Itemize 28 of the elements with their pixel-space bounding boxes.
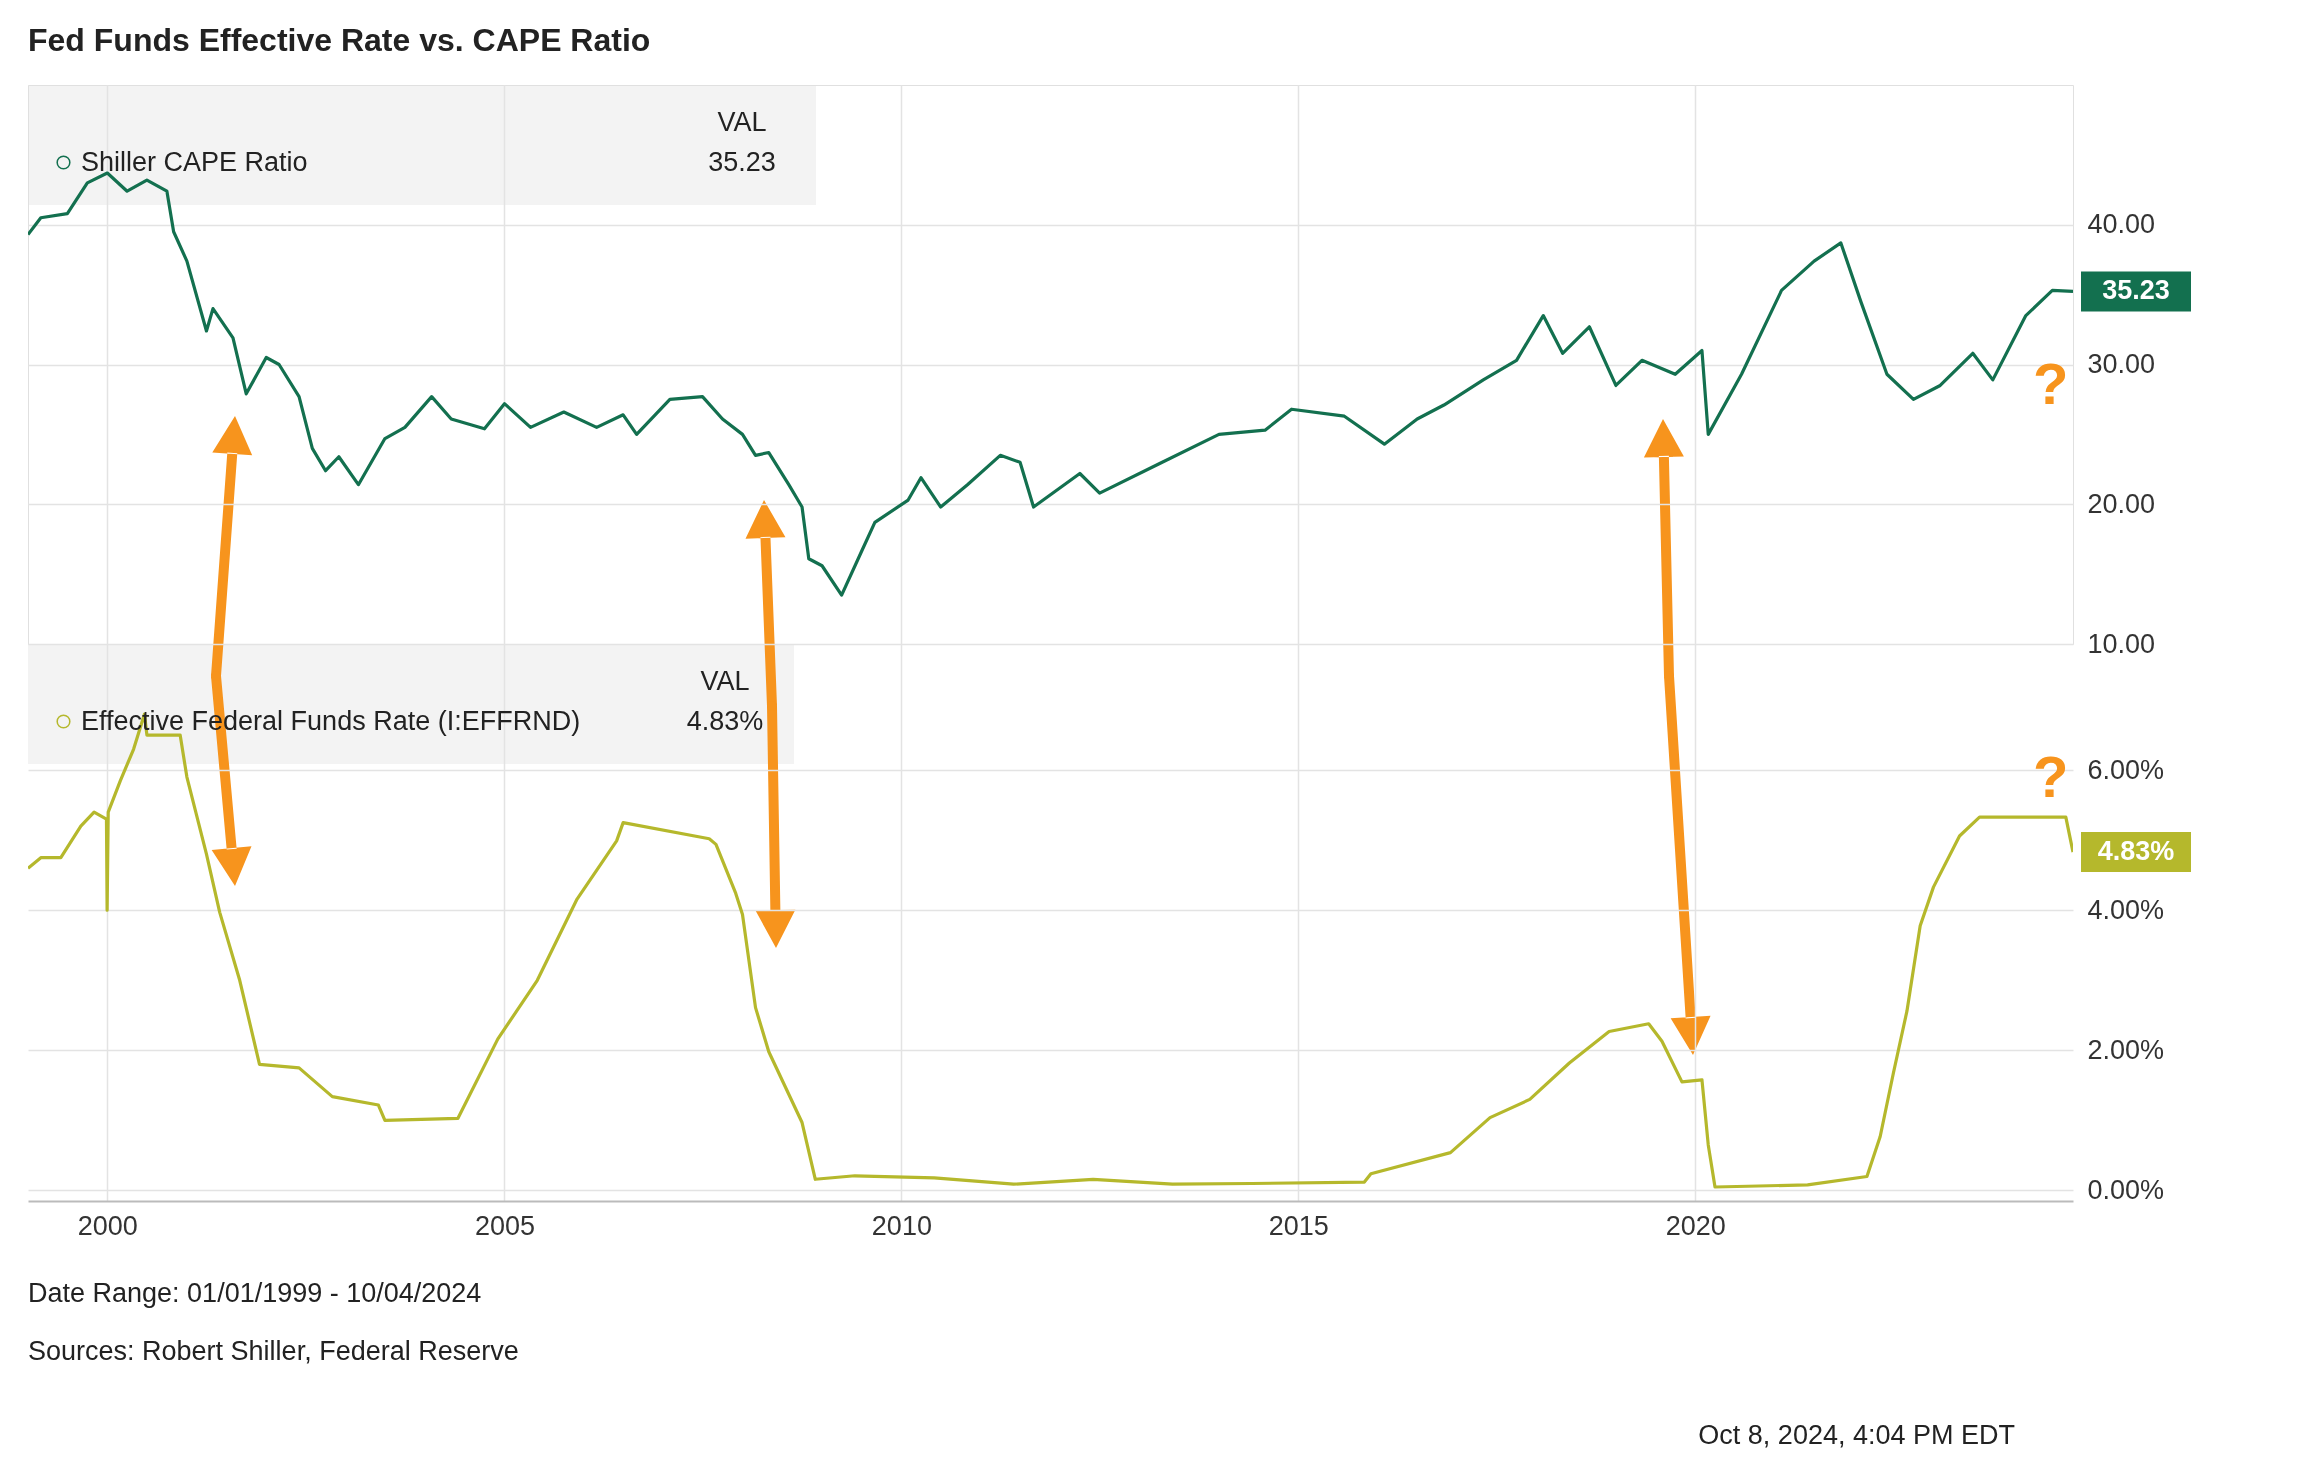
text: Oct 8, 2024, 4:04 PM EDT	[1698, 1420, 2015, 1451]
y-tick-label: 2.00%	[2087, 1034, 2165, 1065]
annotation: ?	[2033, 743, 2069, 810]
annotation: 35.23	[2102, 275, 2170, 306]
annotation: ?	[2033, 350, 2069, 417]
x-tick-label: 2015	[1268, 1210, 1329, 1241]
annotation: 4.83%	[2097, 836, 2175, 867]
line-series	[28, 171, 2073, 597]
chart-title: Fed Funds Effective Rate vs. CAPE Ratio	[28, 22, 651, 59]
legend-label: Shiller CAPE Ratio	[81, 146, 308, 177]
x-tick-label: 2020	[1665, 1210, 1726, 1241]
text: Date Range: 01/01/1999 - 10/04/2024	[28, 1278, 482, 1309]
y-tick-label: 10.00	[2087, 628, 2156, 659]
annotation: 4.83%	[686, 706, 764, 736]
y-tick-label: 6.00%	[2087, 754, 2165, 785]
x-tick-label: 2005	[474, 1210, 536, 1241]
source-note: Sources: Robert Shiller, Federal Reserve	[28, 1336, 519, 1367]
y-tick-label: 20.00	[2087, 488, 2156, 519]
annotation: VAL	[700, 666, 750, 696]
y-tick-label: 0.00%	[2087, 1174, 2165, 1205]
x-tick-label: 2000	[77, 1210, 138, 1241]
y-tick-label: 40.00	[2087, 209, 2156, 240]
x-tick-label: 2010	[871, 1210, 932, 1241]
annotation: VAL	[717, 107, 767, 137]
y-tick-label: 30.00	[2087, 349, 2156, 379]
y-tick-label: 4.00%	[2087, 894, 2165, 925]
annotation: 35.23	[708, 147, 776, 177]
line-series	[28, 712, 2073, 1189]
